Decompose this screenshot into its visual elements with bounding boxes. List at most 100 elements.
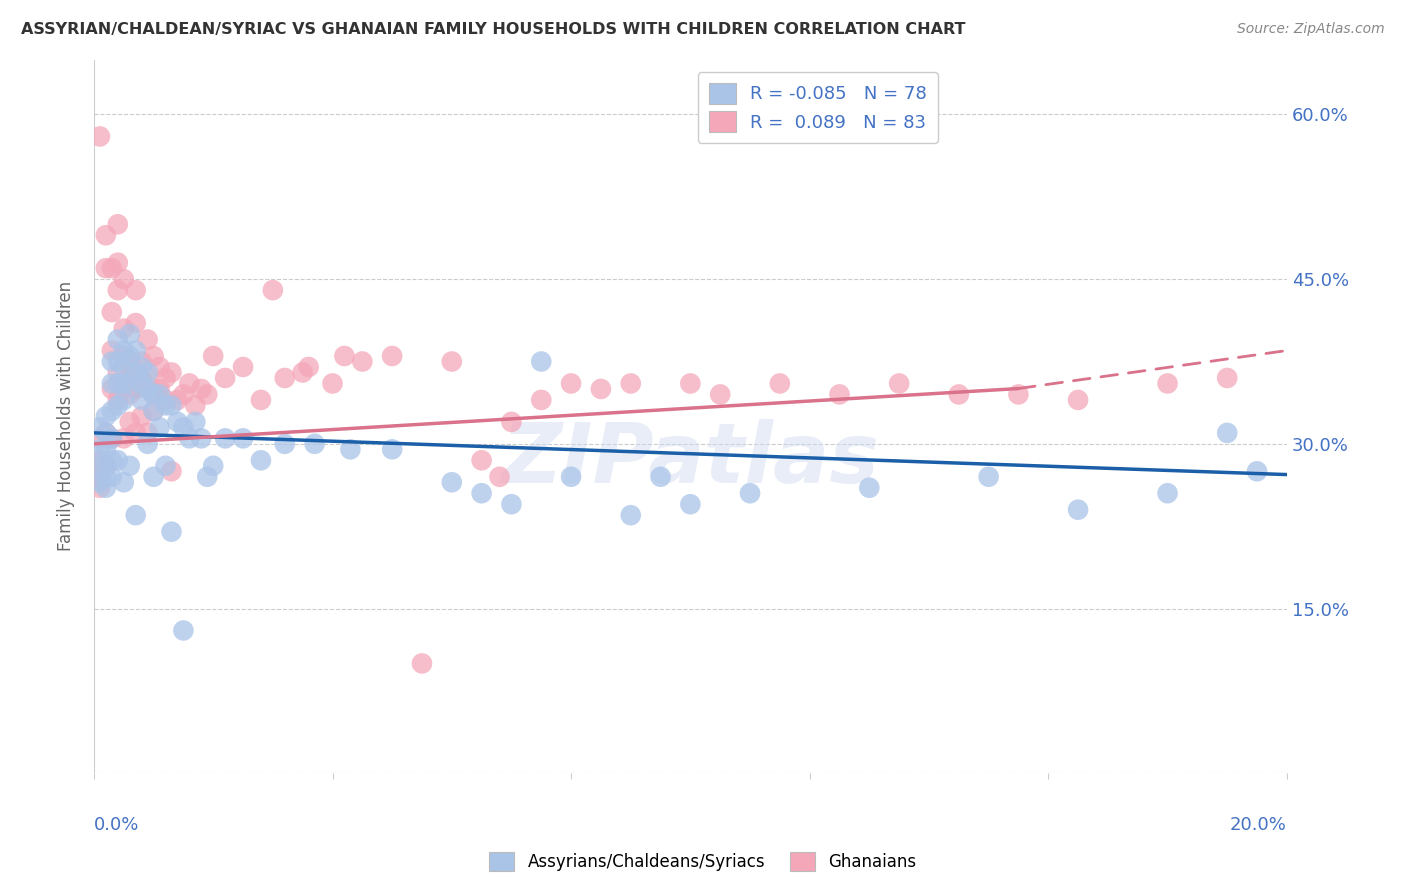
Point bbox=[142, 404, 165, 418]
Point bbox=[131, 376, 153, 391]
Point bbox=[560, 470, 582, 484]
Point bbox=[142, 349, 165, 363]
Point bbox=[136, 425, 159, 440]
Point bbox=[107, 333, 129, 347]
Point bbox=[440, 354, 463, 368]
Point bbox=[118, 371, 141, 385]
Point bbox=[101, 261, 124, 276]
Point bbox=[107, 392, 129, 407]
Text: 0.0%: 0.0% bbox=[94, 816, 139, 834]
Point bbox=[118, 376, 141, 391]
Point bbox=[501, 415, 523, 429]
Point bbox=[155, 399, 177, 413]
Point bbox=[89, 442, 111, 457]
Point bbox=[1007, 387, 1029, 401]
Point bbox=[352, 354, 374, 368]
Point bbox=[118, 415, 141, 429]
Point bbox=[488, 470, 510, 484]
Point bbox=[679, 376, 702, 391]
Point bbox=[136, 366, 159, 380]
Point bbox=[89, 470, 111, 484]
Text: ASSYRIAN/CHALDEAN/SYRIAC VS GHANAIAN FAMILY HOUSEHOLDS WITH CHILDREN CORRELATION: ASSYRIAN/CHALDEAN/SYRIAC VS GHANAIAN FAM… bbox=[21, 22, 966, 37]
Point bbox=[232, 431, 254, 445]
Point bbox=[118, 327, 141, 342]
Point bbox=[136, 382, 159, 396]
Point bbox=[172, 624, 194, 638]
Text: 20.0%: 20.0% bbox=[1230, 816, 1286, 834]
Point bbox=[190, 431, 212, 445]
Point bbox=[195, 387, 218, 401]
Point bbox=[125, 508, 148, 523]
Point bbox=[166, 392, 188, 407]
Point bbox=[738, 486, 761, 500]
Point bbox=[142, 387, 165, 401]
Point bbox=[101, 431, 124, 445]
Point bbox=[291, 366, 314, 380]
Text: ZIPatlas: ZIPatlas bbox=[502, 418, 879, 500]
Point bbox=[1156, 486, 1178, 500]
Point bbox=[112, 343, 135, 358]
Point bbox=[828, 387, 851, 401]
Point bbox=[136, 333, 159, 347]
Point bbox=[107, 217, 129, 231]
Point bbox=[112, 349, 135, 363]
Point bbox=[107, 283, 129, 297]
Point bbox=[112, 392, 135, 407]
Point bbox=[89, 129, 111, 144]
Point bbox=[1216, 371, 1239, 385]
Point bbox=[136, 376, 159, 391]
Point bbox=[620, 508, 643, 523]
Point bbox=[202, 349, 225, 363]
Point bbox=[131, 409, 153, 424]
Point bbox=[112, 376, 135, 391]
Point bbox=[530, 392, 553, 407]
Point bbox=[1067, 392, 1090, 407]
Point bbox=[125, 425, 148, 440]
Point bbox=[471, 453, 494, 467]
Point bbox=[107, 354, 129, 368]
Point bbox=[339, 442, 361, 457]
Point bbox=[160, 524, 183, 539]
Point bbox=[101, 343, 124, 358]
Point bbox=[94, 458, 117, 473]
Point bbox=[321, 376, 343, 391]
Point bbox=[381, 442, 404, 457]
Point bbox=[262, 283, 284, 297]
Point bbox=[589, 382, 612, 396]
Point bbox=[107, 366, 129, 380]
Point bbox=[101, 305, 124, 319]
Point bbox=[125, 343, 148, 358]
Point bbox=[160, 464, 183, 478]
Point bbox=[769, 376, 792, 391]
Point bbox=[101, 470, 124, 484]
Point bbox=[107, 376, 129, 391]
Point bbox=[155, 458, 177, 473]
Point bbox=[131, 354, 153, 368]
Point bbox=[94, 425, 117, 440]
Point bbox=[184, 415, 207, 429]
Point bbox=[89, 431, 111, 445]
Point bbox=[155, 392, 177, 407]
Point bbox=[160, 399, 183, 413]
Point bbox=[125, 366, 148, 380]
Point bbox=[142, 387, 165, 401]
Point bbox=[1067, 502, 1090, 516]
Point bbox=[101, 431, 124, 445]
Point bbox=[250, 392, 273, 407]
Point bbox=[274, 371, 297, 385]
Point bbox=[381, 349, 404, 363]
Point bbox=[620, 376, 643, 391]
Point bbox=[142, 404, 165, 418]
Point bbox=[333, 349, 356, 363]
Legend: Assyrians/Chaldeans/Syriacs, Ghanaians: Assyrians/Chaldeans/Syriacs, Ghanaians bbox=[481, 843, 925, 880]
Point bbox=[101, 404, 124, 418]
Point bbox=[250, 453, 273, 467]
Point bbox=[101, 354, 124, 368]
Point bbox=[148, 382, 170, 396]
Point bbox=[118, 387, 141, 401]
Point bbox=[155, 371, 177, 385]
Point bbox=[107, 399, 129, 413]
Point bbox=[112, 272, 135, 286]
Point bbox=[89, 458, 111, 473]
Point bbox=[94, 470, 117, 484]
